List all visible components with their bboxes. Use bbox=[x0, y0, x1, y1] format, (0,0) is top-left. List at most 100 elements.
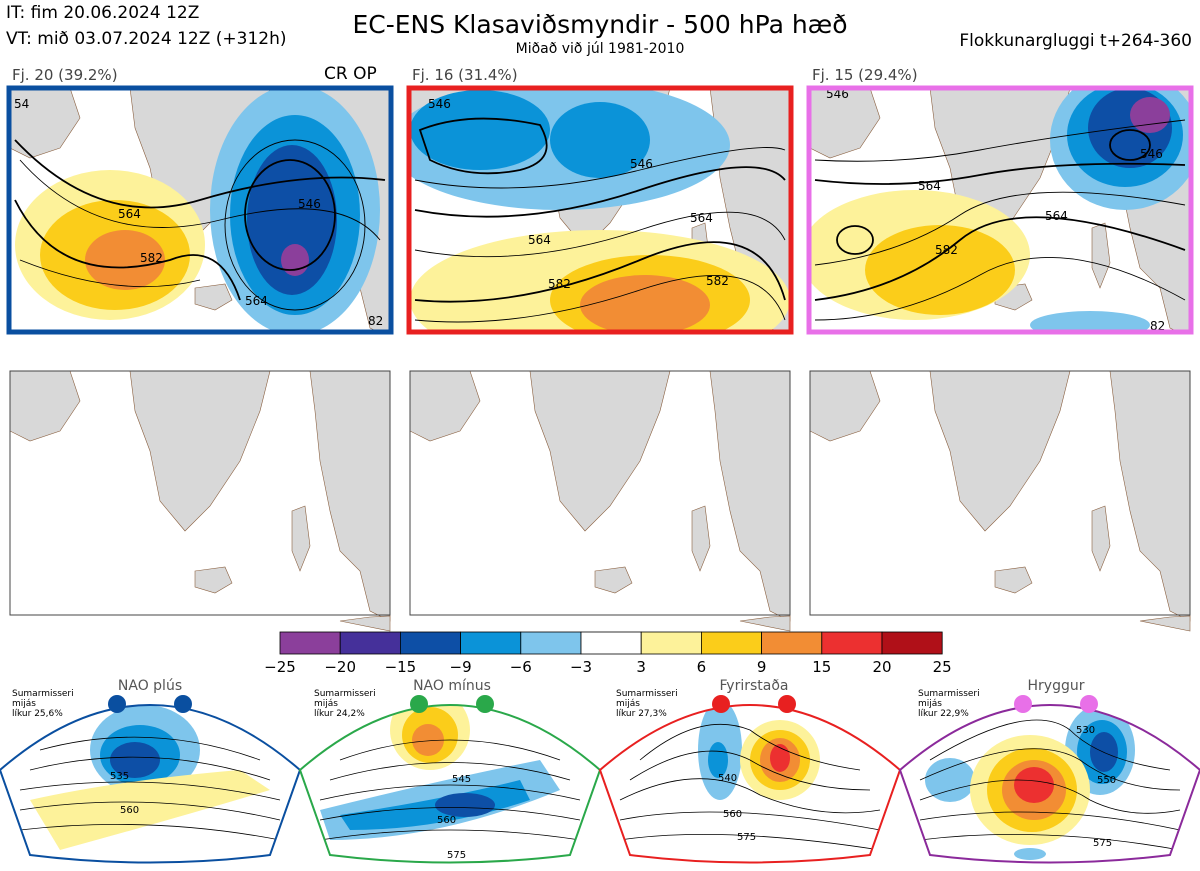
contour-label: 546 bbox=[428, 97, 451, 111]
regime-map-3: 540 560 575 bbox=[619, 705, 881, 851]
contour-label: 535 bbox=[110, 771, 129, 782]
page-subtitle: Miðað við júl 1981-2010 bbox=[515, 41, 685, 57]
colorbar-tick-label: −9 bbox=[450, 658, 472, 676]
regime-info: Sumarmisseri bbox=[918, 689, 980, 699]
colorbar-tick-label: 25 bbox=[933, 658, 952, 676]
colorbar-cell bbox=[821, 631, 883, 655]
contour-label: 540 bbox=[718, 773, 737, 784]
colorbar-tick-label: 6 bbox=[697, 658, 707, 676]
contour-label: 564 bbox=[528, 233, 551, 247]
contour-label: 550 bbox=[1097, 775, 1116, 786]
page-title: EC-ENS Klasaviðsmyndir - 500 hPa hæð bbox=[352, 10, 848, 39]
colorbar-tick-label: −3 bbox=[570, 658, 592, 676]
colorbar-cell bbox=[881, 631, 943, 655]
contour-label: 582 bbox=[935, 243, 958, 257]
colorbar-tick-label: 20 bbox=[872, 658, 891, 676]
contour-label: 545 bbox=[452, 774, 471, 785]
contour-label: 582 bbox=[548, 277, 571, 291]
regime-map-2: 545 560 575 bbox=[319, 705, 581, 861]
colorbar-tick-label: −6 bbox=[510, 658, 532, 676]
contour-label: 546 bbox=[630, 157, 653, 171]
regime-dot bbox=[1080, 695, 1098, 713]
contour-label: 582 bbox=[706, 274, 729, 288]
contour-label: 530 bbox=[1076, 725, 1095, 736]
contour-label: 582 bbox=[140, 251, 163, 265]
contour-label: 54 bbox=[14, 97, 29, 111]
colorbar-tick-label: 3 bbox=[636, 658, 646, 676]
regime-info: líkur 25,6% bbox=[12, 709, 63, 719]
colorbar-cell bbox=[580, 631, 642, 655]
regime-title: Fyrirstaða bbox=[720, 678, 789, 694]
contour-label: 575 bbox=[737, 832, 756, 843]
colorbar-tick-label: −15 bbox=[385, 658, 417, 676]
contour-label: 82 bbox=[368, 314, 383, 328]
cluster-frame-3 bbox=[806, 85, 1194, 335]
empty-map-2 bbox=[409, 370, 791, 632]
colorbar-tick-label: 9 bbox=[757, 658, 767, 676]
contour-label: 546 bbox=[826, 87, 849, 101]
contour-label: 564 bbox=[245, 294, 268, 308]
contour-label: 575 bbox=[1093, 838, 1112, 849]
regime-dot bbox=[410, 695, 428, 713]
regime-info: Sumarmisseri bbox=[314, 689, 376, 699]
colorbar-cell bbox=[460, 631, 522, 655]
regime-info: líkur 22,9% bbox=[918, 709, 969, 719]
regime-info: líkur 24,2% bbox=[314, 709, 365, 719]
empty-map-1 bbox=[9, 370, 391, 632]
cluster-frame-2 bbox=[406, 85, 794, 335]
contour-label: 564 bbox=[918, 179, 941, 193]
cluster-map-3: 546 546 564 564 582 82 bbox=[810, 87, 1190, 333]
empty-map-3 bbox=[809, 370, 1191, 632]
valid-time: VT: mið 03.07.2024 12Z (+312h) bbox=[6, 29, 287, 49]
regime-info: mijás bbox=[918, 699, 942, 709]
regime-info: Sumarmisseri bbox=[616, 689, 678, 699]
regime-dot bbox=[1014, 695, 1032, 713]
colorbar-tick-label: 15 bbox=[812, 658, 831, 676]
regime-info: mijás bbox=[616, 699, 640, 709]
colorbar-cell bbox=[761, 631, 823, 655]
regime-dot bbox=[108, 695, 126, 713]
contour-label: 546 bbox=[298, 197, 321, 211]
regime-title: NAO mínus bbox=[413, 678, 491, 694]
regime-dot bbox=[778, 695, 796, 713]
colorbar-cell bbox=[399, 631, 461, 655]
cluster-map-1: 564 582 546 564 54 82 bbox=[10, 88, 390, 332]
cluster-label-1: Fj. 20 (39.2%) bbox=[12, 66, 118, 84]
colorbar-tick-label: −25 bbox=[264, 658, 296, 676]
colorbar: −25 −20 −15 −9 −6 −3 3 6 9 15 20 25 bbox=[264, 631, 952, 676]
regime-dot bbox=[174, 695, 192, 713]
contour-label: 564 bbox=[118, 207, 141, 221]
colorbar-cell bbox=[339, 631, 401, 655]
colorbar-cell bbox=[640, 631, 702, 655]
cluster-frame-1 bbox=[6, 85, 394, 335]
cluster-label-2: Fj. 16 (31.4%) bbox=[412, 66, 518, 84]
regime-dot bbox=[712, 695, 730, 713]
regime-info: líkur 27,3% bbox=[616, 709, 667, 719]
regime-map-4: 530 550 575 bbox=[919, 705, 1181, 860]
contour-label: 564 bbox=[690, 211, 713, 225]
regime-title: Hryggur bbox=[1028, 678, 1085, 694]
regime-dot bbox=[476, 695, 494, 713]
contour-label: 560 bbox=[723, 809, 742, 820]
colorbar-cell bbox=[701, 631, 763, 655]
cluster-map-2: 546 546 564 564 582 582 bbox=[410, 88, 790, 332]
contour-label: 560 bbox=[437, 815, 456, 826]
regime-title: NAO plús bbox=[118, 678, 182, 694]
regime-map-1: 535 560 bbox=[19, 705, 281, 850]
colorbar-cell bbox=[520, 631, 582, 655]
contour-label: 546 bbox=[1140, 147, 1163, 161]
regime-info: Sumarmisseri bbox=[12, 689, 74, 699]
op-label: CR OP bbox=[324, 64, 377, 84]
cluster-label-3: Fj. 15 (29.4%) bbox=[812, 66, 918, 84]
contour-label: 82 bbox=[1150, 319, 1165, 333]
initial-time: IT: fim 20.06.2024 12Z bbox=[6, 3, 200, 23]
classification-window: Flokkunargluggi t+264-360 bbox=[959, 31, 1192, 51]
contour-label: 560 bbox=[120, 805, 139, 816]
regime-info: mijás bbox=[314, 699, 338, 709]
regime-info: mijás bbox=[12, 699, 36, 709]
colorbar-tick-label: −20 bbox=[324, 658, 356, 676]
colorbar-cell bbox=[279, 631, 341, 655]
contour-label: 575 bbox=[447, 850, 466, 861]
